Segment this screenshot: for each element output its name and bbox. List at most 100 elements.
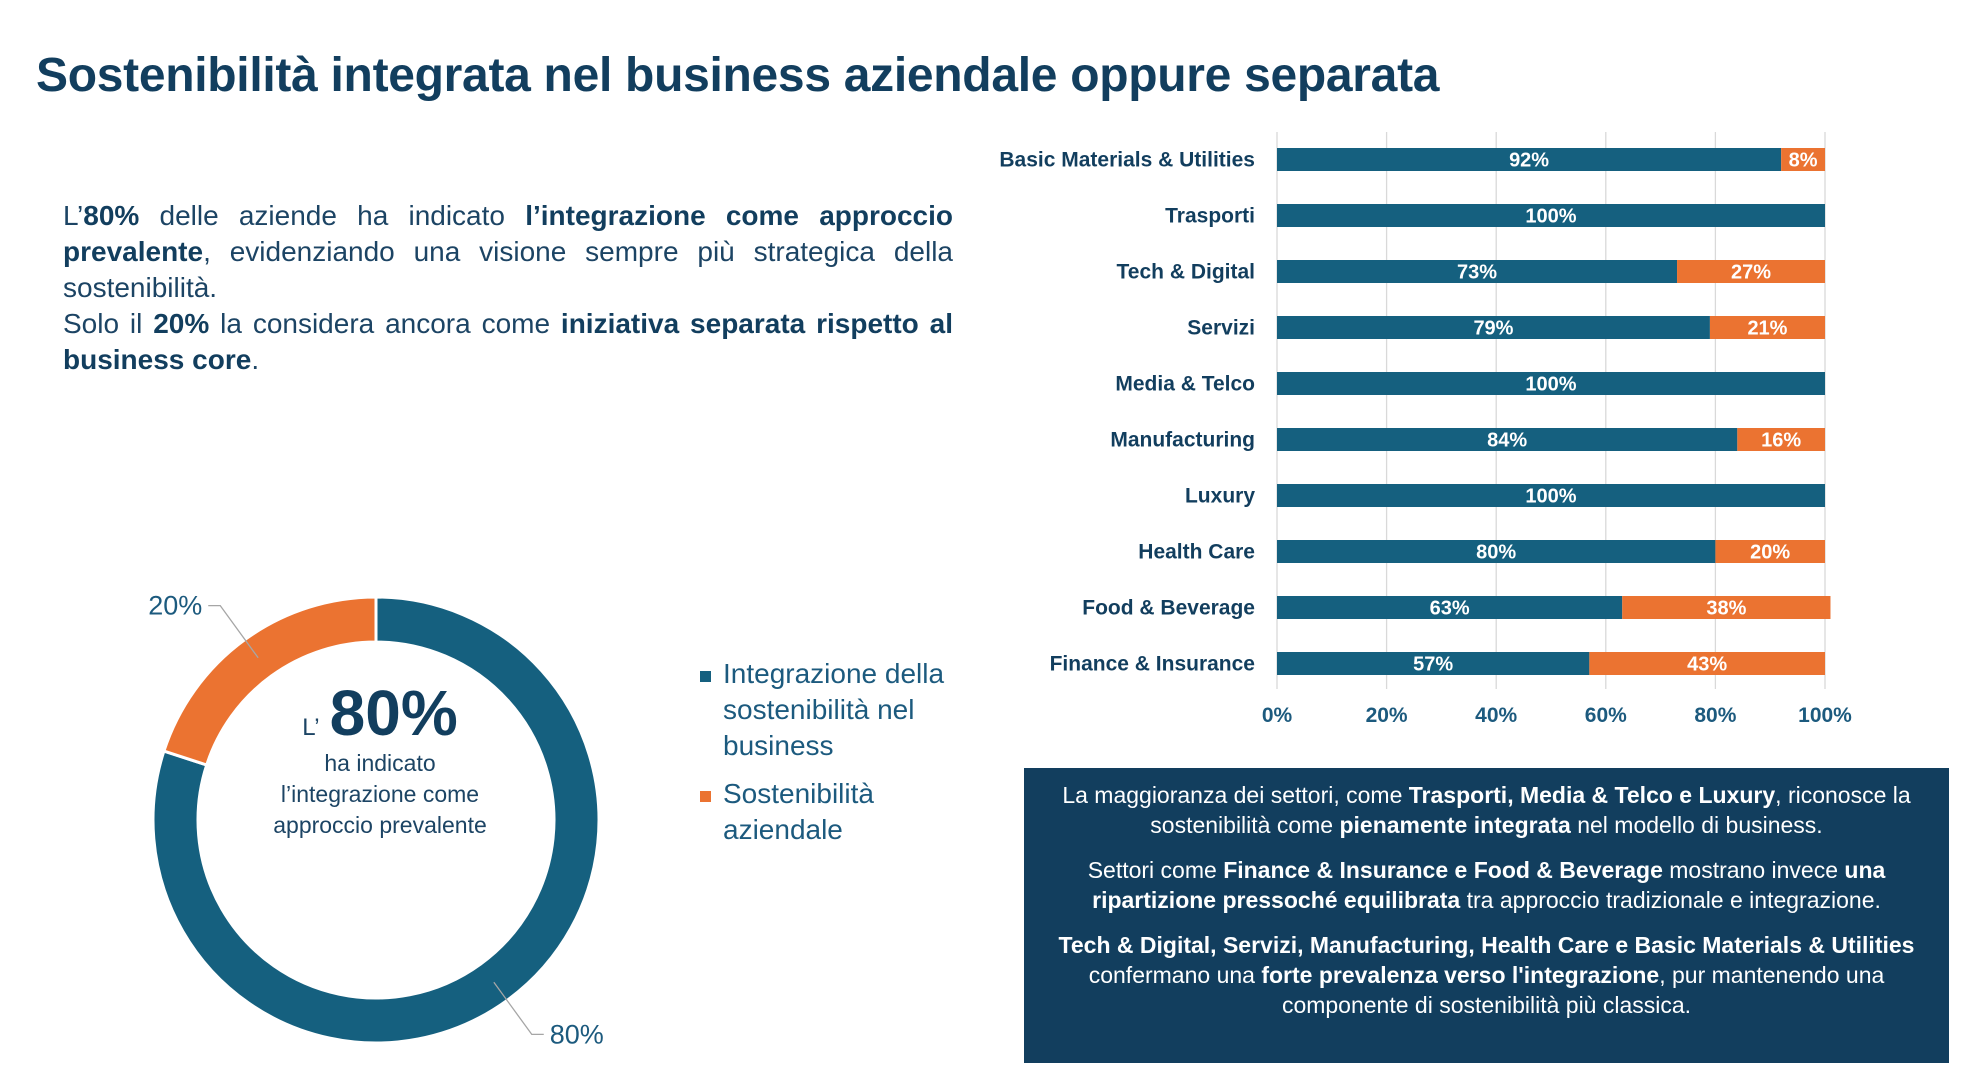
summary-paragraph-1: La maggioranza dei settori, come Traspor… xyxy=(1044,780,1929,840)
legend-swatch-corporate xyxy=(700,791,711,802)
bar-segment-corporate xyxy=(1622,596,1831,619)
bar-data-label: 16% xyxy=(1761,430,1801,452)
summary-highlight: Trasporti, Media & Telco e Luxury xyxy=(1408,782,1776,808)
intro-highlight-20: 20% xyxy=(153,308,210,339)
bar-data-label: 21% xyxy=(1747,318,1787,340)
summary-text-span: , pur mantenendo una componente di soste… xyxy=(1281,962,1885,1018)
x-tick-label: 100% xyxy=(1798,704,1852,727)
bar-segment-integration xyxy=(1277,260,1678,283)
bar-data-label: 84% xyxy=(1487,430,1527,452)
x-tick-label: 20% xyxy=(1366,704,1408,727)
x-tick-label: 80% xyxy=(1694,704,1736,727)
category-label: Luxury xyxy=(1185,485,1255,508)
legend-item-corporate: Sostenibilità aziendale xyxy=(700,776,1000,848)
category-label: Media & Telco xyxy=(1115,373,1255,396)
bar-data-label: 100% xyxy=(1525,206,1576,228)
bar-segment-integration xyxy=(1277,652,1590,675)
legend-item-integration: Integrazione della sostenibilità nel bus… xyxy=(700,656,1000,764)
bar-segment-integration xyxy=(1277,540,1716,563)
summary-text-span: nel modello di business. xyxy=(1570,812,1823,838)
intro-paragraph-1: L’80% delle aziende ha indicato l’integr… xyxy=(63,198,953,306)
bar-data-label: 100% xyxy=(1525,486,1576,508)
bar-data-label: 92% xyxy=(1509,150,1549,172)
intro-text-span: la considera ancora come xyxy=(209,308,561,339)
x-tick-label: 40% xyxy=(1475,704,1517,727)
bar-segment-integration xyxy=(1277,148,1782,171)
donut-center-text-1: ha indicato xyxy=(324,750,436,776)
bar-segment-corporate xyxy=(1709,316,1825,339)
bar-segment-integration xyxy=(1277,484,1825,507)
category-label: Manufacturing xyxy=(1110,429,1255,452)
donut-chart: 80% 20% xyxy=(148,591,604,1050)
category-label: Food & Beverage xyxy=(1082,597,1255,620)
bar-data-label: 73% xyxy=(1457,262,1497,284)
donut-slice-0 xyxy=(151,595,601,1045)
category-label: Trasporti xyxy=(1165,205,1255,228)
bar-data-label: 63% xyxy=(1430,598,1470,620)
bar-data-label: 100% xyxy=(1525,374,1576,396)
legend-label-corporate: Sostenibilità aziendale xyxy=(723,778,874,845)
category-label: Tech & Digital xyxy=(1117,261,1255,284)
summary-highlight: forte prevalenza verso l'integrazione xyxy=(1261,962,1660,988)
x-tick-label: 0% xyxy=(1262,704,1293,727)
summary-highlight: pienamente integrata xyxy=(1339,812,1571,838)
summary-paragraph-2: Settori come Finance & Insurance e Food … xyxy=(1044,855,1929,915)
intro-highlight-separate: iniziativa separata rispetto al business… xyxy=(63,308,954,375)
summary-box: La maggioranza dei settori, come Traspor… xyxy=(1024,768,1949,1063)
bar-data-label: 79% xyxy=(1473,318,1513,340)
category-label: Servizi xyxy=(1187,317,1255,340)
page-title: Sostenibilità integrata nel business azi… xyxy=(36,49,1440,102)
intro-highlight-integration: l’integrazione come approccio prevalente xyxy=(63,200,954,267)
summary-text-span: tra approccio tradizionale e integrazion… xyxy=(1460,887,1881,913)
intro-text: L’80% delle aziende ha indicato l’integr… xyxy=(63,198,953,378)
bar-data-label: 43% xyxy=(1687,654,1727,676)
bar-segment-integration xyxy=(1277,428,1738,451)
legend-label-integration: Integrazione della sostenibilità nel bus… xyxy=(723,658,945,761)
sector-bar-chart: 0% 20% 40% 60% 80% 100% Basic Materials & Util… xyxy=(999,132,1852,727)
bar-segment-corporate xyxy=(1677,260,1825,283)
summary-text-span: mostrano invece xyxy=(1662,857,1845,883)
summary-text-span: , riconosce la sostenibilità come xyxy=(1150,782,1911,838)
summary-paragraph-3: Tech & Digital, Servizi, Manufacturing, … xyxy=(1044,930,1929,1020)
summary-text-span: confermano una xyxy=(1088,962,1262,988)
bar-segment-integration xyxy=(1277,316,1710,339)
donut-center-value-row: L’ 80% xyxy=(240,678,520,748)
bar-segment-corporate xyxy=(1715,540,1825,563)
intro-text-span: . xyxy=(251,344,260,375)
donut-leader-line-0 xyxy=(493,981,544,1036)
bar-segment-integration xyxy=(1277,596,1623,619)
bar-data-label: 38% xyxy=(1706,598,1746,620)
intro-text-span: delle aziende ha indicato xyxy=(139,200,526,231)
donut-center-text-2: l’integrazione come xyxy=(280,781,480,807)
donut-center-value: 80% xyxy=(329,677,458,749)
bar-segment-corporate xyxy=(1781,148,1825,171)
bar-data-label: 27% xyxy=(1731,262,1771,284)
summary-highlight: Finance & Insurance e Food & Beverage xyxy=(1223,857,1663,883)
intro-text-span: Solo il xyxy=(63,308,154,339)
intro-highlight-80: 80% xyxy=(83,200,140,231)
bar-segment-corporate xyxy=(1589,652,1825,675)
summary-text-span: La maggioranza dei settori, come xyxy=(1062,782,1409,808)
intro-text-span: , evidenziando una visione sempre più st… xyxy=(63,236,953,303)
intro-text-span: L’ xyxy=(63,200,84,231)
category-label: Finance & Insurance xyxy=(1050,653,1255,676)
summary-text-span: Settori come xyxy=(1087,857,1224,883)
bar-segment-integration xyxy=(1277,372,1825,395)
bar-data-label: 57% xyxy=(1413,654,1453,676)
category-label: Basic Materials & Utilities xyxy=(999,149,1255,172)
donut-center-text-3: approccio prevalente xyxy=(273,812,487,838)
donut-leader-line-1 xyxy=(208,604,259,659)
summary-highlight: Tech & Digital, Servizi, Manufacturing, … xyxy=(1058,932,1915,958)
bar-segment-integration xyxy=(1277,204,1825,227)
summary-highlight: una ripartizione pressoché equilibrata xyxy=(1092,857,1886,913)
intro-paragraph-2: Solo il 20% la considera ancora come ini… xyxy=(63,306,953,378)
bar-data-label: 80% xyxy=(1476,542,1516,564)
donut-slice-1 xyxy=(162,595,378,767)
bar-data-label: 8% xyxy=(1789,150,1818,172)
donut-legend: Integrazione della sostenibilità nel bus… xyxy=(700,656,1000,860)
donut-center-label: L’ 80% ha indicato l’integrazione come a… xyxy=(240,678,520,841)
donut-slice-label-1: 20% xyxy=(148,591,202,621)
category-label: Health Care xyxy=(1138,541,1255,564)
bar-data-label: 20% xyxy=(1750,542,1790,564)
bar-segment-corporate xyxy=(1737,428,1825,451)
